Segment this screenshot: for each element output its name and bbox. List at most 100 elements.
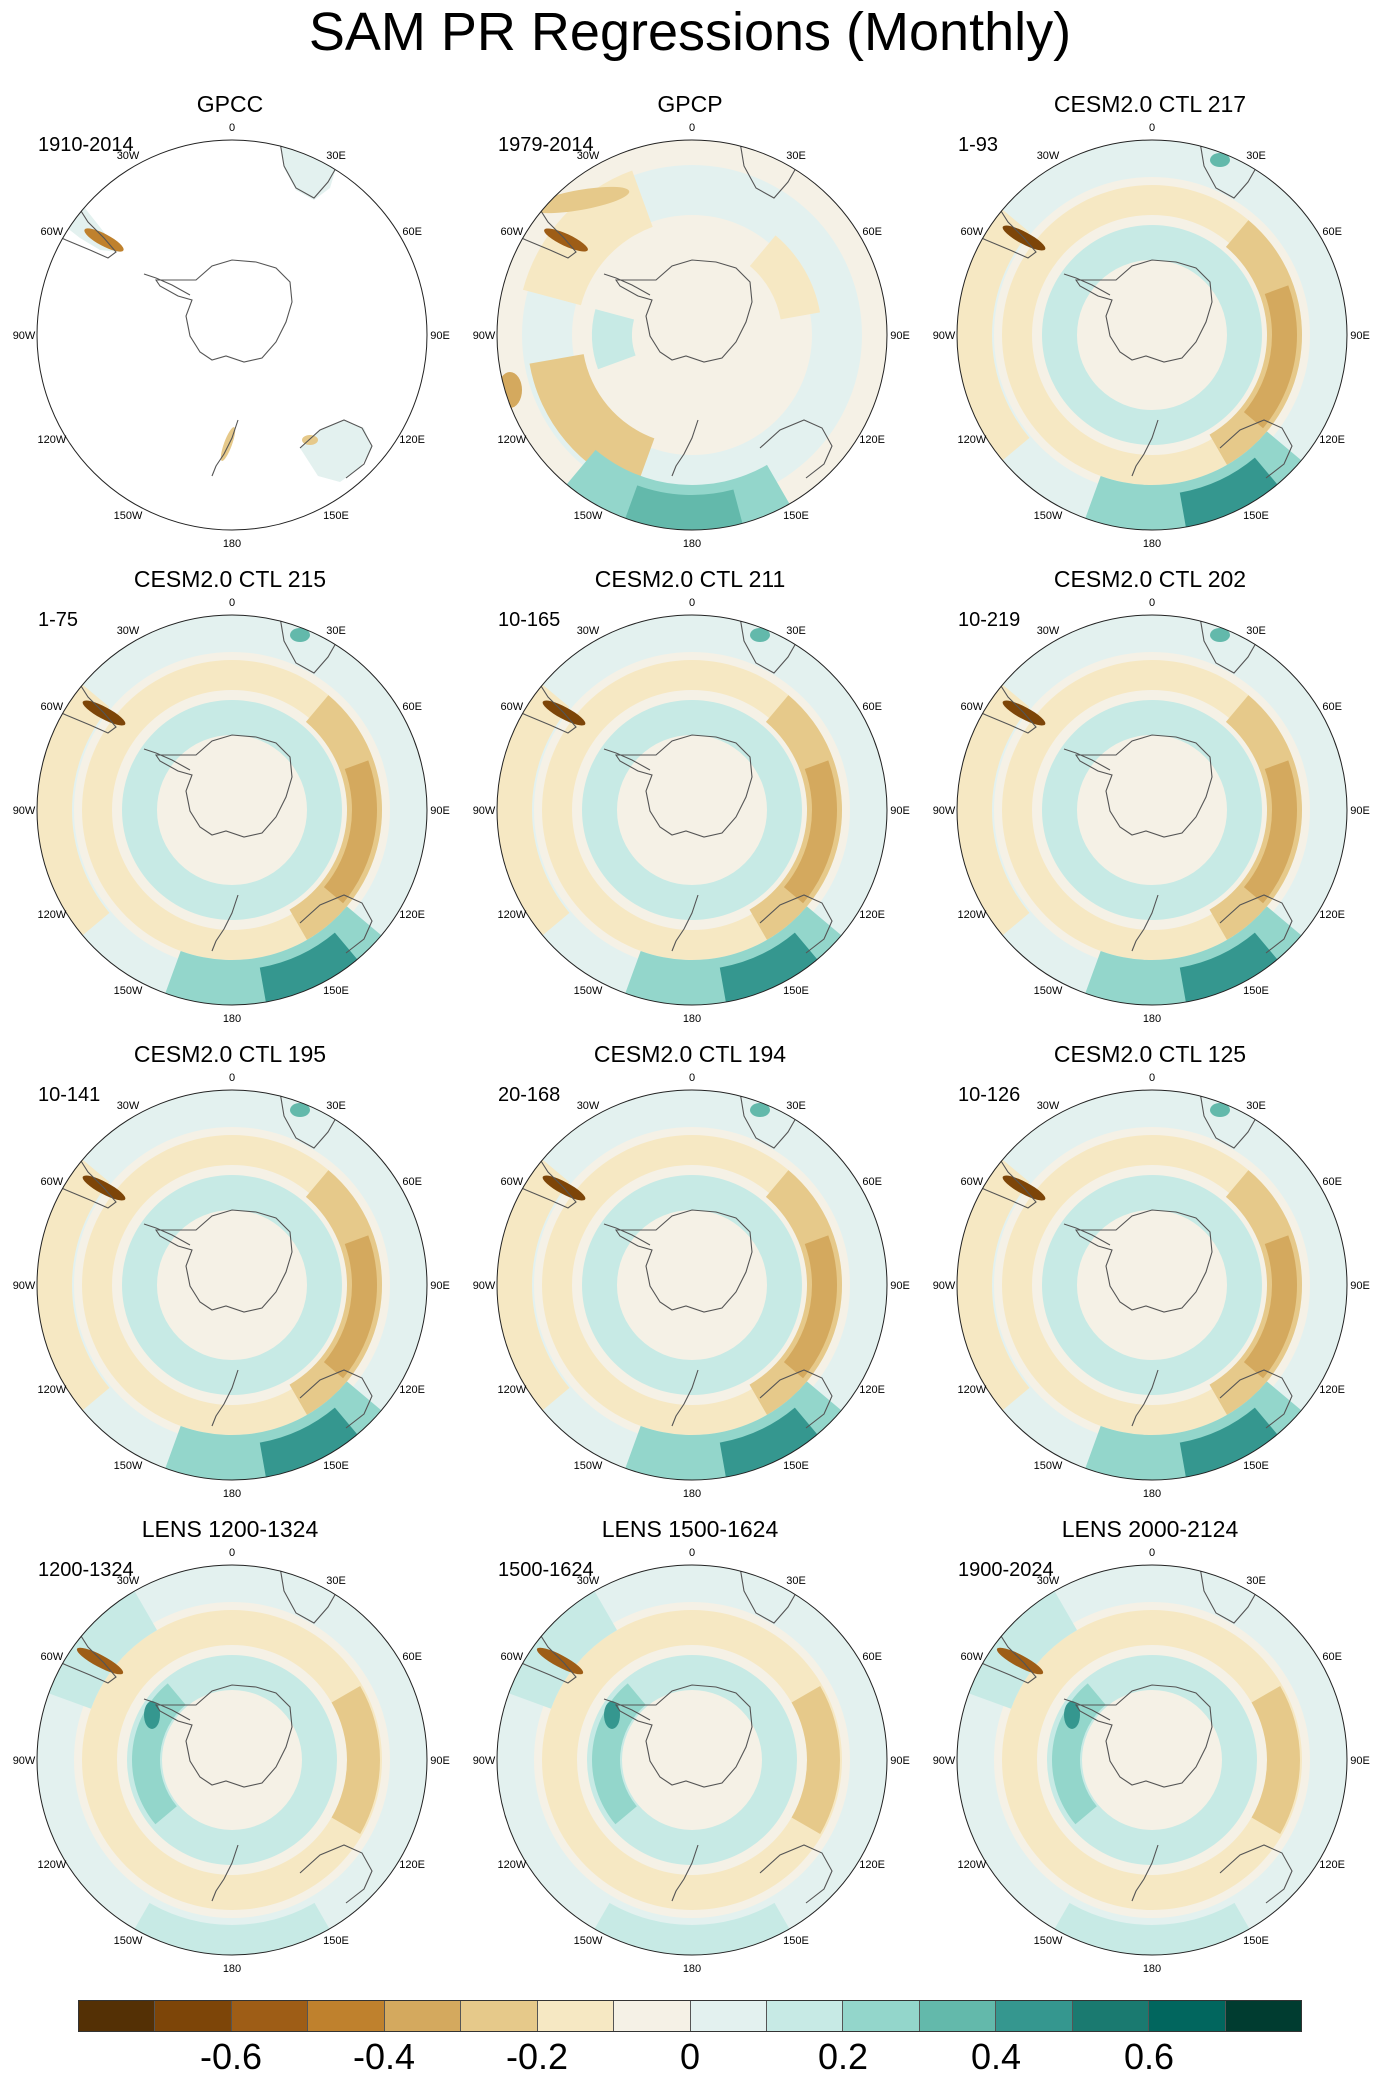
panel-period: 1910-2014: [38, 134, 134, 156]
longitude-label: 180: [1143, 538, 1161, 550]
longitude-label: 0: [1149, 122, 1155, 134]
colorbar-box: [155, 2001, 232, 2031]
longitude-label: 150E: [783, 1935, 809, 1947]
longitude-label: 30W: [577, 150, 600, 162]
panel-period: 20-168: [498, 1084, 561, 1106]
longitude-label: 180: [223, 538, 241, 550]
longitude-label: 150E: [1243, 510, 1269, 522]
map-panel: 0 30E 60E 90E 120E 150E 180 150W 120W 90W 60W 30W LE…: [460, 1515, 920, 1990]
polar-map: 0 30E 60E 90E 120E 150E 180 150W 120W 90W 60W 30W: [13, 122, 450, 550]
longitude-label: 90E: [1350, 330, 1370, 342]
longitude-label: 60W: [501, 1651, 524, 1663]
figure-title: SAM PR Regressions (Monthly): [308, 2, 1072, 62]
longitude-label: 60E: [402, 226, 422, 238]
colorbar-box: [79, 2001, 156, 2031]
longitude-label: 60W: [41, 701, 64, 713]
longitude-label: 30W: [1037, 625, 1060, 637]
longitude-label: 60W: [501, 1176, 524, 1188]
longitude-label: 150W: [574, 510, 603, 522]
longitude-label: 180: [223, 1013, 241, 1025]
polar-map: 0 30E 60E 90E 120E 150E 180 150W 120W 90W 60W 30W: [933, 1547, 1370, 1975]
longitude-label: 0: [689, 1072, 695, 1084]
map-panel: 0 30E 60E 90E 120E 150E 180 150W 120W 90W 60W 30W GP…: [460, 90, 920, 565]
longitude-label: 180: [683, 1488, 701, 1500]
longitude-label: 90W: [13, 330, 36, 342]
longitude-label: 180: [1143, 1488, 1161, 1500]
longitude-label: 150W: [574, 985, 603, 997]
map-boundary: [496, 139, 888, 531]
colorbar-tick-label: 0.6: [1123, 2036, 1175, 2077]
longitude-label: 120E: [1319, 434, 1345, 446]
longitude-label: 150E: [1243, 1935, 1269, 1947]
longitude-label: 120E: [859, 1859, 885, 1871]
polar-map: 0 30E 60E 90E 120E 150E 180 150W 120W 90W 60W 30W: [473, 597, 910, 1025]
longitude-label: 60E: [862, 1176, 882, 1188]
longitude-label: 150W: [1034, 1935, 1063, 1947]
longitude-label: 30E: [326, 150, 346, 162]
colorbar-box: [1149, 2001, 1226, 2031]
panel-title: GPCC: [196, 91, 264, 117]
panel-title: CESM2.0 CTL 217: [1053, 91, 1247, 117]
longitude-label: 120E: [399, 434, 425, 446]
longitude-label: 60E: [402, 1176, 422, 1188]
map-panel: 0 30E 60E 90E 120E 150E 180 150W 120W 90W 60W 30W LE…: [0, 1515, 460, 1990]
longitude-label: 90W: [933, 805, 956, 817]
longitude-label: 120E: [1319, 1859, 1345, 1871]
longitude-label: 150W: [114, 985, 143, 997]
longitude-label: 0: [1149, 1072, 1155, 1084]
longitude-label: 180: [223, 1963, 241, 1975]
longitude-label: 90W: [933, 1280, 956, 1292]
longitude-label: 60W: [501, 701, 524, 713]
panel-title: LENS 1500-1624: [601, 1516, 779, 1542]
map-boundary: [956, 1564, 1348, 1956]
panel-period: 1900-2024: [958, 1559, 1054, 1581]
map-panel: 0 30E 60E 90E 120E 150E 180 150W 120W 90W 60W 30W GP…: [0, 90, 460, 565]
panel-period: 10-165: [498, 609, 561, 631]
longitude-label: 120W: [37, 1384, 66, 1396]
panel-period: 10-219: [958, 609, 1021, 631]
longitude-label: 90E: [430, 1280, 450, 1292]
longitude-label: 30E: [786, 1100, 806, 1112]
longitude-label: 60E: [862, 226, 882, 238]
longitude-label: 120W: [957, 1384, 986, 1396]
panel-period: 1-75: [38, 609, 79, 631]
panel-period: 1-93: [958, 134, 999, 156]
precip-field: [497, 140, 887, 530]
colorbar-box: [1072, 2001, 1150, 2031]
precip-field: [497, 615, 887, 1005]
longitude-label: 30E: [786, 1575, 806, 1587]
longitude-label: 150E: [783, 1460, 809, 1472]
longitude-label: 120W: [497, 1859, 526, 1871]
longitude-label: 30E: [1246, 625, 1266, 637]
colorbar-tick-label: -0.2: [505, 2036, 569, 2077]
longitude-label: 120E: [859, 1384, 885, 1396]
precip-field: [957, 1090, 1347, 1480]
map-boundary: [496, 1089, 888, 1481]
longitude-label: 120E: [399, 1859, 425, 1871]
precip-field: [957, 1565, 1347, 1955]
longitude-label: 90W: [933, 330, 956, 342]
longitude-label: 150E: [1243, 1460, 1269, 1472]
longitude-label: 60W: [41, 1176, 64, 1188]
longitude-label: 30E: [326, 1100, 346, 1112]
longitude-label: 90W: [13, 1280, 36, 1292]
longitude-label: 120E: [1319, 909, 1345, 921]
colorbar-box: [690, 2001, 767, 2031]
colorbar-box: [384, 2001, 462, 2031]
longitude-label: 0: [229, 597, 235, 609]
longitude-label: 90E: [430, 1755, 450, 1767]
precip-field: [497, 1565, 887, 1955]
longitude-label: 60W: [41, 1651, 64, 1663]
polar-map: 0 30E 60E 90E 120E 150E 180 150W 120W 90W 60W 30W: [473, 1547, 910, 1975]
longitude-label: 60W: [41, 226, 64, 238]
longitude-label: 60E: [1322, 1176, 1342, 1188]
longitude-label: 150W: [1034, 510, 1063, 522]
longitude-label: 90W: [473, 330, 496, 342]
longitude-label: 0: [229, 1547, 235, 1559]
panel-title: CESM2.0 CTL 202: [1053, 566, 1247, 592]
colorbar-box: [308, 2001, 385, 2031]
longitude-label: 120E: [399, 1384, 425, 1396]
polar-map: 0 30E 60E 90E 120E 150E 180 150W 120W 90W 60W 30W: [13, 1547, 450, 1975]
longitude-label: 30W: [1037, 1575, 1060, 1587]
longitude-label: 60E: [1322, 1651, 1342, 1663]
